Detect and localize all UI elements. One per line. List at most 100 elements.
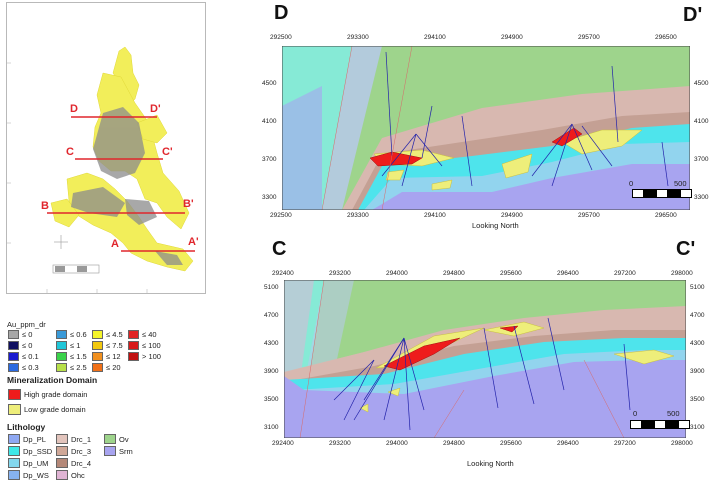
axis-tick-label: 292400 (272, 440, 294, 447)
au-legend-label: ≤ 20 (106, 363, 121, 372)
low-grade-swatch (8, 404, 21, 415)
axis-tick-label: 297200 (614, 440, 636, 447)
axis-tick-label: 3300 (694, 194, 709, 201)
axis-tick-label: 294100 (424, 34, 446, 41)
drill-trace-cluster (71, 107, 183, 265)
axis-tick-label: 4700 (690, 312, 705, 319)
axis-tick-label: 3900 (690, 368, 705, 375)
lithology-label: Dp_UM (23, 458, 49, 468)
srm-left-layer (282, 86, 322, 210)
axis-tick-label: 295600 (500, 440, 522, 447)
au-legend-swatch (92, 330, 103, 339)
axis-tick-label: 3900 (264, 368, 279, 375)
axis-tick-label: 294000 (386, 270, 408, 277)
section-label-d-prime: D' (150, 103, 161, 115)
axis-tick-label: 295600 (500, 270, 522, 277)
axis-tick-label: 293300 (347, 34, 369, 41)
axis-tick-label: 294900 (501, 34, 523, 41)
au-legend-label: ≤ 4.5 (106, 330, 123, 339)
axis-tick-label: 3700 (262, 156, 277, 163)
legend-high-grade: High grade domain (8, 389, 87, 400)
lithology-label: Drc_4 (71, 458, 92, 468)
high-grade-swatch (8, 389, 21, 400)
au-legend-swatch (128, 352, 139, 361)
lithology-swatch (56, 446, 68, 456)
au-legend-swatch (8, 341, 19, 350)
au-legend-swatch (56, 363, 67, 372)
axis-tick-label: 293200 (329, 440, 351, 447)
section-label-c-prime: C' (162, 146, 173, 158)
au-legend-item: > 100 (128, 352, 161, 361)
axis-tick-label: 293300 (347, 212, 369, 219)
legend-low-grade: Low grade domain (8, 404, 86, 415)
lithology-legend-item: Srm (104, 446, 133, 456)
axis-tick-label: 5100 (690, 284, 705, 291)
au-legend-label: ≤ 0.3 (22, 363, 39, 372)
lithology-label: Ohc (71, 470, 85, 480)
au-legend-swatch (128, 330, 139, 339)
plan-map-graphic (7, 46, 195, 293)
au-legend-item: ≤ 0 (8, 341, 32, 350)
axis-tick-label: 294800 (443, 270, 465, 277)
fault-lines-top (321, 46, 413, 210)
drillholes-top (381, 51, 669, 187)
top-scale-bar (632, 189, 692, 198)
au-legend-item: ≤ 4.5 (92, 330, 123, 339)
axis-tick-label: 4700 (264, 312, 279, 319)
section-bottom-plot (284, 280, 686, 438)
au-legend-item: ≤ 0 (8, 330, 32, 339)
lithology-legend-item: Drc_4 (56, 458, 91, 468)
top-scale-end: 500 (674, 179, 687, 188)
lithology-swatch (56, 470, 68, 480)
au-legend-swatch (128, 341, 139, 350)
section-label-c: C (66, 146, 74, 158)
lithology-legend-item: Dp_UM (8, 458, 48, 468)
axis-tick-label: 3100 (690, 424, 705, 431)
axis-tick-label: 4300 (264, 340, 279, 347)
top-scale-start: 0 (629, 179, 634, 188)
au-legend-item: ≤ 0.1 (8, 352, 39, 361)
axis-tick-label: 294000 (386, 440, 408, 447)
bottom-scale-end: 500 (667, 409, 680, 418)
au-legend-label: ≤ 12 (106, 352, 121, 361)
lithology-swatch (104, 434, 116, 444)
lithology-label: Ov (119, 434, 129, 444)
lithology-label: Drc_1 (71, 434, 92, 444)
au-legend-swatch (8, 363, 19, 372)
section-label-b: B (41, 200, 49, 212)
au-legend-item: ≤ 1 (56, 341, 80, 350)
mineral-legend-title: Mineralization Domain (7, 375, 98, 385)
axis-tick-label: 3500 (264, 396, 279, 403)
axis-tick-label: 4100 (262, 118, 277, 125)
bottom-scale-start: 0 (633, 409, 638, 418)
axis-tick-label: 296500 (655, 34, 677, 41)
axis-tick-label: 298000 (671, 270, 693, 277)
axis-tick-label: 296400 (557, 440, 579, 447)
au-legend-swatch (8, 330, 19, 339)
au-legend-label: ≤ 0 (22, 341, 33, 350)
au-legend-label: ≤ 0 (22, 330, 33, 339)
axis-tick-label: 294100 (424, 212, 446, 219)
au-legend-item: ≤ 12 (92, 352, 121, 361)
axis-tick-label: 4500 (262, 80, 277, 87)
au-legend-label: ≤ 1.5 (70, 352, 87, 361)
axis-tick-label: 294800 (443, 440, 465, 447)
axis-tick-label: 294900 (501, 212, 523, 219)
au-legend-swatch (92, 341, 103, 350)
axis-tick-label: 3500 (690, 396, 705, 403)
section-label-a-prime: A' (188, 236, 199, 248)
lithology-label: Dp_PL (23, 434, 46, 444)
au-legend-swatch (56, 330, 67, 339)
section-lines (47, 116, 195, 252)
section-label-b-prime: B' (183, 198, 194, 210)
lithology-legend-item: Ohc (56, 470, 85, 480)
lithology-swatch (56, 434, 68, 444)
high-grade-label: High grade domain (24, 390, 88, 399)
lithology-swatch (8, 434, 20, 444)
lithology-swatch (8, 470, 20, 480)
axis-tick-label: 3300 (262, 194, 277, 201)
axis-tick-label: 296500 (655, 212, 677, 219)
axis-tick-label: 4500 (694, 80, 709, 87)
plan-scale-bar (52, 264, 100, 274)
plan-frame-ticks (7, 62, 148, 293)
